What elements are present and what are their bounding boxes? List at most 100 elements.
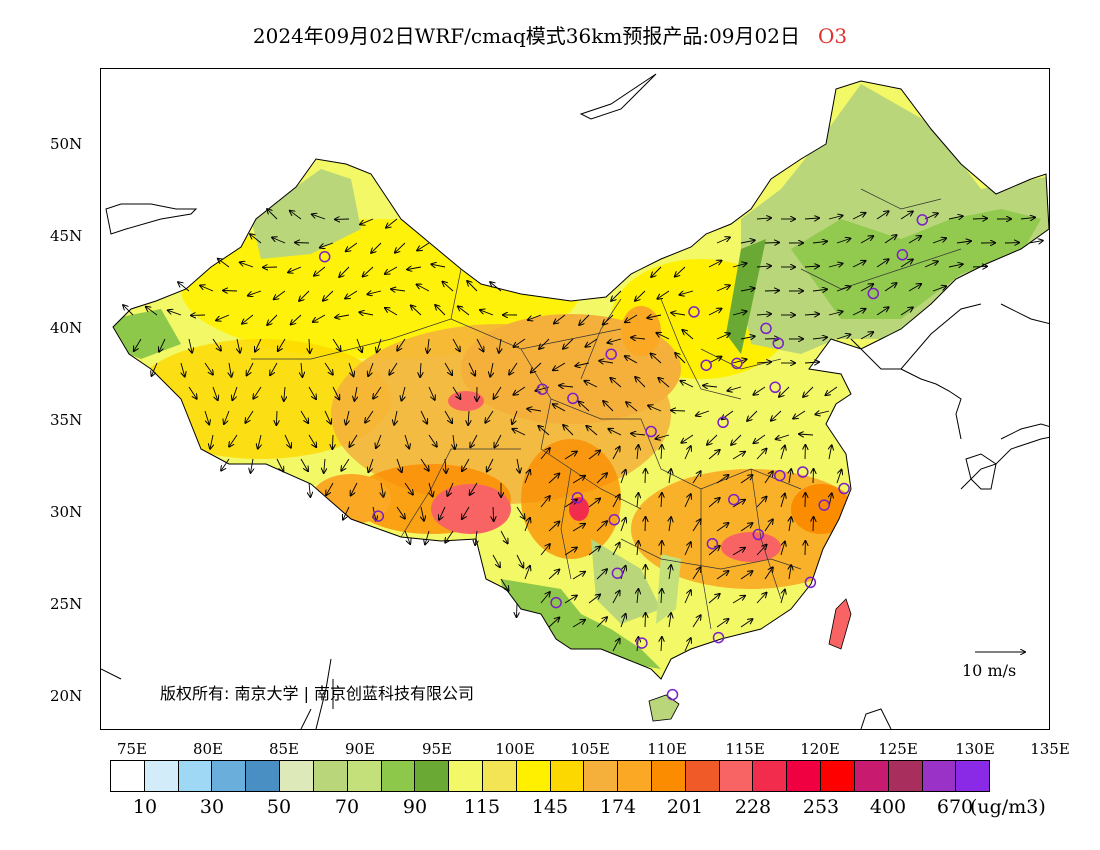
map-panel[interactable] — [100, 68, 1050, 730]
wind-arrow — [494, 434, 502, 447]
wind-arrow — [716, 475, 729, 484]
wind-arrow — [134, 338, 142, 351]
wind-arrow — [564, 500, 577, 508]
wind-arrow — [656, 435, 670, 439]
colorbar-cell — [753, 761, 788, 791]
wind-arrow — [439, 506, 446, 520]
wind-arrow — [540, 496, 550, 508]
wind-arrow — [579, 402, 590, 412]
lon-label-105: 105E — [570, 740, 610, 758]
wind-arrow — [779, 386, 790, 397]
wind-arrow — [332, 434, 333, 449]
wind-arrow — [692, 519, 701, 532]
wind-arrow — [756, 314, 771, 315]
wind-arrow — [596, 473, 607, 484]
station-marker — [838, 482, 850, 495]
colorbar-cell — [956, 761, 990, 791]
wind-arrow — [675, 266, 686, 277]
wind-arrow — [732, 596, 745, 604]
wind-arrow — [804, 362, 819, 363]
wind-arrow — [290, 211, 302, 220]
wind-arrow — [359, 312, 374, 315]
wind-arrow — [395, 242, 406, 253]
wind-arrow — [276, 458, 283, 472]
wind-arrow — [625, 314, 638, 322]
wind-arrow — [381, 482, 383, 497]
wind-arrow — [339, 266, 350, 277]
wind-arrow — [564, 548, 577, 556]
wind-arrow — [288, 266, 302, 272]
wind-arrow — [494, 386, 502, 399]
wind-arrow — [420, 410, 427, 424]
wind-arrow — [320, 242, 334, 248]
station-marker — [797, 466, 809, 478]
station-marker — [706, 537, 719, 550]
wind-arrow — [596, 569, 607, 580]
wind-arrow — [789, 469, 791, 484]
wind-arrow — [828, 264, 843, 268]
wind-arrow — [232, 386, 238, 400]
wind-arrow — [708, 261, 722, 268]
colorbar-label: 201 — [666, 796, 704, 818]
wind-arrow — [553, 362, 566, 370]
wind-arrow — [708, 546, 720, 556]
wind-arrow — [708, 357, 722, 364]
wind-arrow — [812, 337, 827, 339]
wind-arrow — [661, 541, 662, 556]
wind-arrow — [189, 338, 192, 353]
wind-arrow — [585, 338, 598, 347]
wind-arrow — [443, 282, 454, 292]
wind-arrow — [645, 565, 646, 580]
wind-arrow — [528, 314, 542, 320]
wind-arrow — [513, 386, 526, 395]
station-marker — [804, 576, 817, 589]
hainan-island — [648, 694, 680, 722]
wind-arrow — [476, 338, 484, 351]
wind-arrow — [572, 524, 585, 532]
wind-arrow — [675, 353, 686, 364]
wind-arrow — [428, 434, 437, 447]
wind-arrow — [703, 386, 718, 388]
station-marker — [611, 567, 624, 579]
colorbar-cell — [313, 761, 348, 791]
station-marker — [372, 510, 385, 522]
wind-arrow — [284, 386, 285, 401]
wind-arrow — [223, 291, 238, 292]
wind-arrow — [146, 307, 158, 316]
wind-arrow — [671, 410, 686, 411]
colorbar-cell — [178, 761, 213, 791]
wind-arrow — [575, 363, 590, 366]
wind-arrow — [152, 362, 158, 376]
wind-arrow — [900, 307, 913, 316]
wind-arrow — [468, 410, 469, 425]
wind-arrow — [435, 305, 446, 316]
wind-arrow — [648, 406, 662, 412]
wind-arrow — [740, 475, 753, 484]
wind-arrow — [651, 266, 662, 277]
wind-arrow — [242, 314, 254, 324]
wind-arrow — [669, 613, 671, 628]
colorbar-label: 174 — [599, 796, 637, 818]
wind-arrow — [276, 410, 277, 425]
wind-arrow — [764, 243, 779, 244]
lat-label-45: 45N — [50, 227, 83, 245]
wind-arrow — [637, 541, 638, 556]
wind-arrow — [377, 338, 382, 352]
wind-arrow — [516, 554, 523, 568]
wind-arrow — [789, 517, 791, 532]
station-marker — [571, 491, 584, 504]
wind-arrow — [516, 506, 525, 519]
colorbar-cell — [144, 761, 179, 791]
wind-arrow — [884, 283, 897, 292]
wind-arrow — [620, 470, 626, 484]
lon-label-135: 135E — [1030, 740, 1070, 758]
wind-arrow — [531, 362, 542, 373]
station-marker — [712, 631, 725, 644]
wind-arrow — [1028, 241, 1043, 243]
wind-arrow — [470, 434, 478, 447]
wind-arrow — [661, 589, 662, 604]
wind-arrow — [860, 236, 873, 244]
colorbar-cell — [516, 761, 551, 791]
wind-arrow — [764, 567, 773, 580]
wind-arrow — [756, 449, 767, 460]
